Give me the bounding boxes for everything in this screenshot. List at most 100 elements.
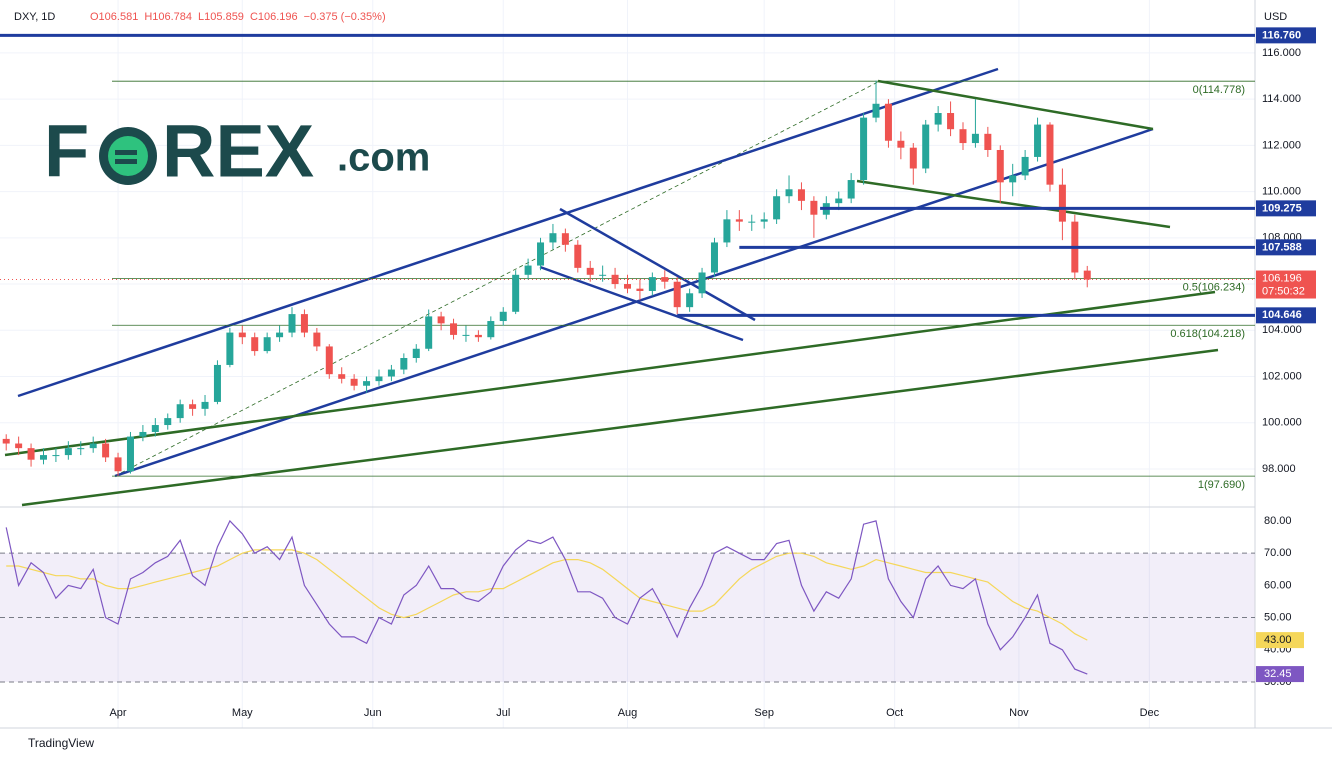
x-tick-label: Sep — [754, 707, 774, 719]
level-label: 109.275 — [1262, 202, 1302, 214]
candle-body — [636, 288, 644, 291]
candle-body — [661, 277, 669, 282]
countdown: 07:50:32 — [1262, 285, 1305, 297]
fib-label: 0.5(106.234) — [1183, 282, 1245, 294]
logo-coin — [115, 159, 137, 164]
candle-body — [872, 103, 880, 118]
level-label: 116.760 — [1262, 29, 1301, 41]
symbol: DXY, 1D — [14, 11, 55, 23]
candle-body — [338, 374, 346, 379]
logo-coin — [108, 136, 148, 176]
candle-body — [15, 443, 23, 449]
fib-label: 0(114.778) — [1193, 84, 1245, 96]
currency: USD — [1264, 11, 1287, 23]
candle-body — [176, 404, 184, 419]
candle-body — [748, 221, 756, 223]
level-label: 107.588 — [1262, 241, 1302, 253]
candle-body — [151, 425, 159, 432]
rsi-ma — [6, 549, 1088, 641]
level-label: 104.646 — [1262, 309, 1302, 321]
candle-body — [897, 140, 905, 148]
x-tick-label: Dec — [1140, 707, 1160, 719]
level-badge — [1256, 307, 1316, 324]
trendline — [21, 348, 1219, 507]
candle-body — [226, 332, 234, 365]
drawings — [4, 67, 1219, 507]
candle-body — [387, 369, 395, 377]
ohlc-value: L105.859 — [198, 11, 244, 23]
candle-body — [64, 448, 72, 456]
candle-body — [884, 103, 892, 141]
y-tick-label: 104.000 — [1262, 324, 1302, 336]
candle-body — [126, 436, 134, 472]
price-badge — [1256, 270, 1316, 299]
candle-body — [959, 129, 967, 144]
candle-body — [648, 277, 656, 291]
x-tick-label: Apr — [109, 707, 126, 719]
rsi-tick-label: 60.00 — [1264, 579, 1292, 591]
candle-body — [1046, 124, 1054, 185]
price-label: 106.196 — [1262, 272, 1302, 284]
candle-body — [835, 198, 843, 204]
candle-body — [139, 431, 147, 437]
candle-body — [673, 281, 681, 308]
candle-body — [574, 244, 582, 268]
candle-body — [773, 196, 781, 220]
rsi-tick-label: 50.00 — [1264, 611, 1292, 623]
candle-body — [611, 274, 619, 285]
x-tick-label: May — [232, 707, 253, 719]
y-tick-label: 98.000 — [1262, 463, 1296, 475]
candle-body — [263, 337, 271, 352]
trendline — [559, 207, 756, 322]
candle-body — [499, 311, 507, 322]
candle-body — [996, 149, 1004, 183]
candle-body — [909, 147, 917, 169]
level-badge — [1256, 200, 1316, 217]
candle-body — [462, 334, 470, 336]
level-badge — [1256, 27, 1316, 44]
candle-body — [325, 346, 333, 375]
candle-body — [922, 124, 930, 169]
candle-body — [350, 378, 358, 386]
candle-body — [723, 219, 731, 243]
rsi-tick-label: 80.00 — [1264, 515, 1292, 527]
candle-body — [524, 265, 532, 275]
candle-body — [375, 376, 383, 382]
candle-body — [537, 242, 545, 266]
candle-body — [450, 323, 458, 335]
x-tick-label: Oct — [886, 707, 903, 719]
candle-body — [561, 233, 569, 245]
candle-body — [238, 332, 246, 338]
x-tick-label: Nov — [1009, 707, 1029, 719]
candle-body — [947, 113, 955, 130]
candle-body — [624, 284, 631, 289]
fib-label: 1(97.690) — [1198, 479, 1245, 491]
candle-body — [1034, 124, 1042, 157]
ohlc-value: −0.375 (−0.35%) — [304, 11, 386, 23]
candle-body — [860, 117, 868, 181]
x-tick-label: Jul — [496, 707, 510, 719]
candle-body — [363, 381, 371, 386]
trendline — [17, 67, 999, 398]
candle-body — [213, 364, 221, 402]
candle-body — [810, 200, 818, 215]
logo-text: REX — [162, 110, 314, 193]
candle-body — [300, 314, 308, 333]
footer: TradingView — [28, 736, 94, 750]
y-tick-label: 110.000 — [1262, 186, 1301, 198]
x-tick-label: Jun — [364, 707, 382, 719]
candle-body — [984, 133, 992, 150]
rsi-label: 32.45 — [1264, 668, 1292, 680]
candle-body — [2, 438, 10, 444]
candle-body — [437, 316, 445, 324]
logo: F REX .com — [44, 110, 430, 193]
candle-body — [39, 455, 47, 460]
candle-body — [487, 321, 495, 338]
candle-body — [586, 267, 594, 275]
candle-body — [1021, 156, 1029, 176]
fib-label: 0.618(104.218) — [1170, 328, 1245, 340]
rsi-tick-label: 70.00 — [1264, 547, 1292, 559]
candle-body — [89, 443, 97, 449]
